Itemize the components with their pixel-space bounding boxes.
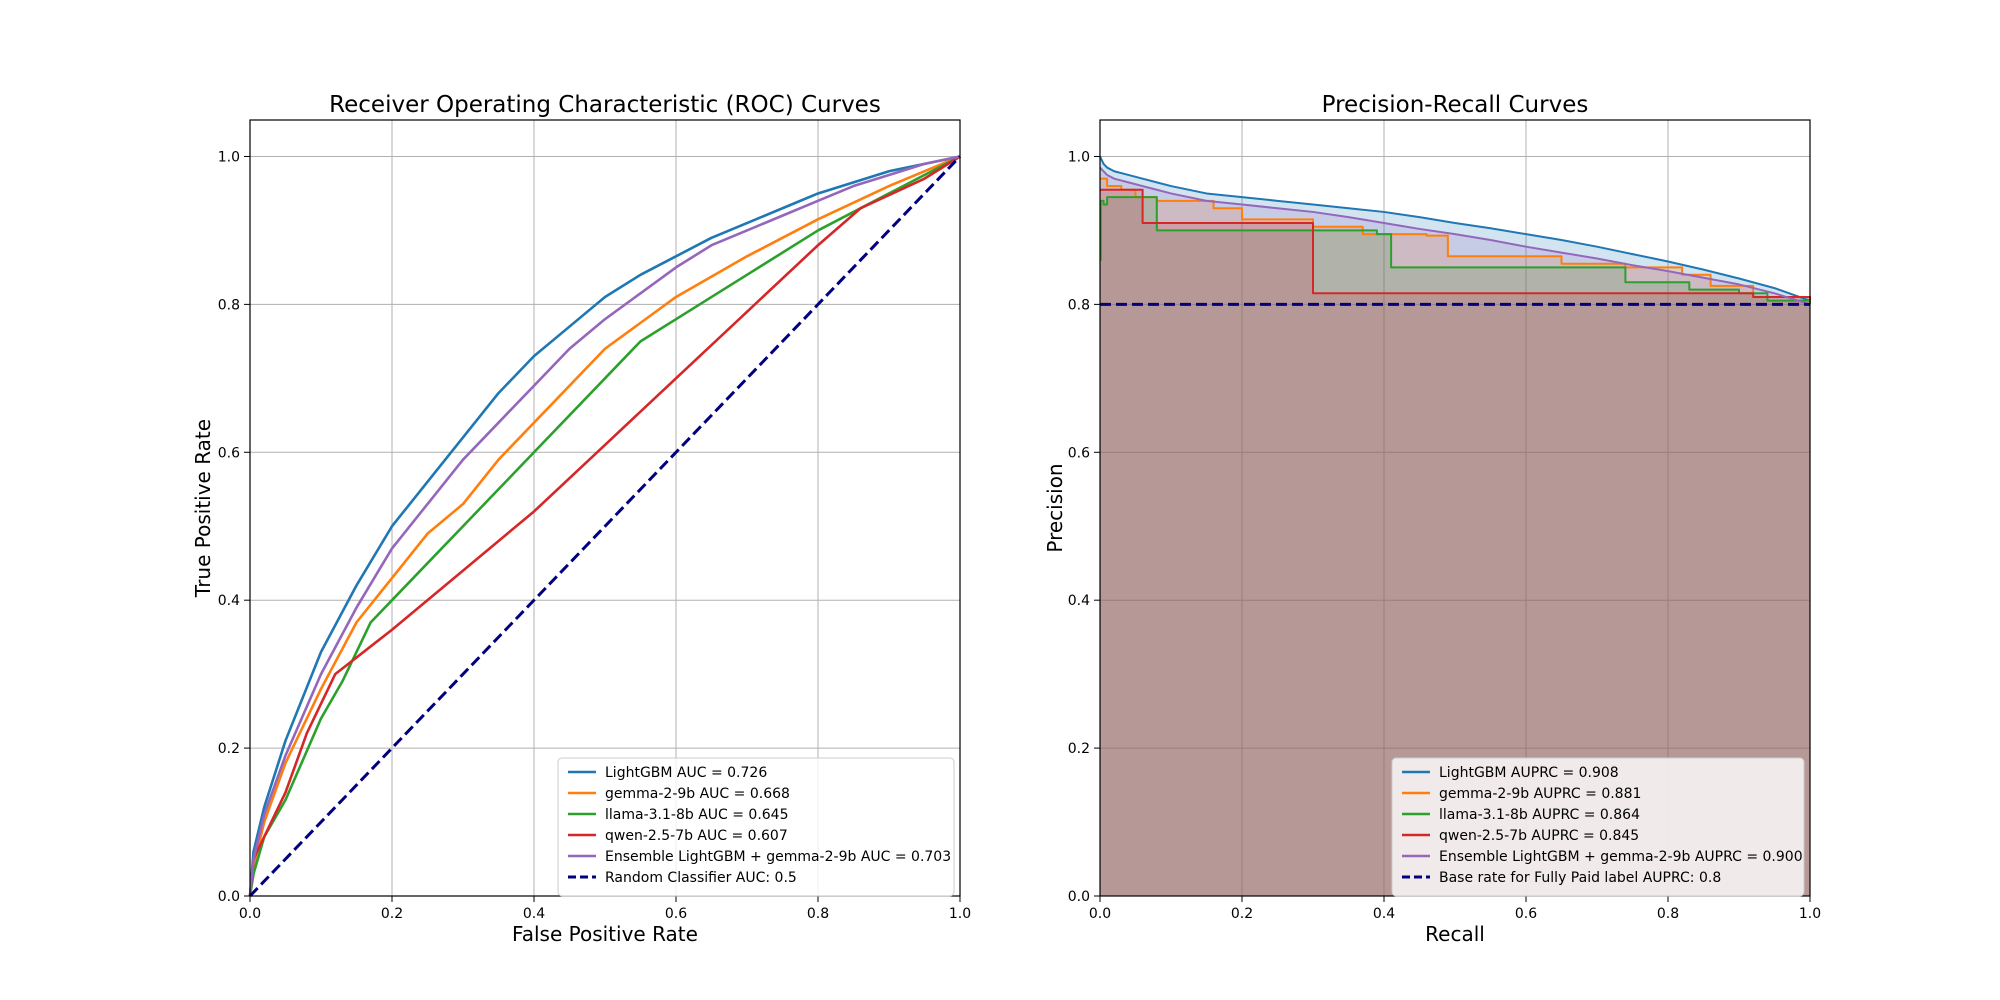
pr-xtick-label: 0.0 bbox=[1089, 906, 1111, 922]
roc-xtick-label: 0.2 bbox=[381, 906, 403, 922]
roc-xlabel: False Positive Rate bbox=[512, 922, 698, 946]
pr-legend-label: Ensemble LightGBM + gemma-2-9b AUPRC = 0… bbox=[1439, 849, 1803, 865]
pr-ticks: 0.0 0.2 0.4 0.6 0.8 1.0 0.0 0.2 0.4 0.6 0.8 1.0 bbox=[1068, 149, 1821, 922]
pr-ytick-label: 1.0 bbox=[1068, 149, 1090, 165]
pr-chart: 0.0 0.2 0.4 0.6 0.8 1.0 0.0 0.2 0.4 0.6 0.8 1.0 Pre… bbox=[1043, 92, 1821, 946]
roc-series-line bbox=[248, 155, 961, 897]
pr-ylabel: Precision bbox=[1043, 463, 1067, 552]
roc-ytick-label: 0.6 bbox=[218, 445, 240, 461]
pr-title: Precision-Recall Curves bbox=[1322, 92, 1589, 118]
roc-ytick-label: 0.4 bbox=[218, 593, 240, 609]
pr-xlabel: Recall bbox=[1425, 922, 1485, 946]
roc-legend-label: Random Classifier AUC: 0.5 bbox=[605, 870, 797, 886]
pr-legend: LightGBM AUPRC = 0.908 gemma-2-9b AUPRC =… bbox=[1391, 757, 1805, 897]
roc-ytick-label: 0.0 bbox=[218, 889, 240, 905]
pr-legend-label: LightGBM AUPRC = 0.908 bbox=[1439, 765, 1619, 781]
roc-ytick-label: 1.0 bbox=[218, 149, 240, 165]
pr-area-fill bbox=[1100, 189, 1810, 897]
roc-legend-box bbox=[557, 757, 955, 897]
roc-legend-label: gemma-2-9b AUC = 0.668 bbox=[605, 786, 790, 802]
pr-area-fill bbox=[1100, 197, 1810, 896]
pr-xtick-label: 0.8 bbox=[1657, 906, 1679, 922]
pr-series-line bbox=[1099, 156, 1811, 302]
roc-legend-label: Ensemble LightGBM + gemma-2-9b AUC = 0.7… bbox=[605, 849, 951, 865]
pr-xtick-label: 1.0 bbox=[1799, 906, 1821, 922]
pr-legend-box bbox=[1391, 757, 1805, 897]
roc-ytick-label: 0.2 bbox=[218, 741, 240, 757]
roc-xtick-label: 0.8 bbox=[807, 906, 829, 922]
roc-ytick-label: 0.8 bbox=[218, 297, 240, 313]
roc-legend: LightGBM AUC = 0.726 gemma-2-9b AUC = 0.6… bbox=[557, 757, 955, 897]
roc-series-line bbox=[248, 155, 961, 897]
roc-series-line bbox=[248, 155, 961, 897]
roc-xtick-label: 0.4 bbox=[523, 906, 545, 922]
pr-legend-label: gemma-2-9b AUPRC = 0.881 bbox=[1439, 786, 1641, 802]
roc-xtick-label: 1.0 bbox=[949, 906, 971, 922]
roc-chart: 0.0 0.2 0.4 0.6 0.8 1.0 0.0 0.2 0.4 0.6 0.8 1.0 Rec… bbox=[191, 92, 971, 946]
pr-xtick-label: 0.4 bbox=[1373, 906, 1395, 922]
roc-series-line bbox=[248, 155, 961, 897]
roc-series-line bbox=[248, 155, 961, 897]
pr-series-line bbox=[1099, 166, 1811, 306]
roc-legend-label: LightGBM AUC = 0.726 bbox=[605, 765, 767, 781]
pr-area-fill bbox=[1100, 167, 1810, 896]
roc-ticks: 0.0 0.2 0.4 0.6 0.8 1.0 0.0 0.2 0.4 0.6 0.8 1.0 bbox=[218, 149, 971, 922]
roc-lines bbox=[248, 155, 962, 898]
pr-series-line bbox=[1100, 188, 1811, 301]
pr-ytick-label: 0.2 bbox=[1068, 741, 1090, 757]
pr-lines bbox=[1099, 156, 1811, 306]
pr-ytick-label: 0.8 bbox=[1068, 297, 1090, 313]
roc-series-line bbox=[248, 155, 962, 898]
pr-ytick-label: 0.4 bbox=[1068, 593, 1090, 609]
pr-legend-label: llama-3.1-8b AUPRC = 0.864 bbox=[1439, 807, 1640, 823]
roc-legend-label: llama-3.1-8b AUC = 0.645 bbox=[605, 807, 789, 823]
roc-grid bbox=[249, 120, 961, 897]
pr-fills bbox=[1100, 156, 1810, 897]
roc-title: Receiver Operating Characteristic (ROC) … bbox=[329, 92, 881, 118]
pr-xtick-label: 0.2 bbox=[1231, 906, 1253, 922]
pr-area-fill bbox=[1100, 178, 1810, 896]
pr-xtick-label: 0.6 bbox=[1515, 906, 1537, 922]
roc-legend-label: qwen-2.5-7b AUC = 0.607 bbox=[605, 828, 788, 844]
pr-legend-label: qwen-2.5-7b AUPRC = 0.845 bbox=[1439, 828, 1639, 844]
pr-area-fill bbox=[1100, 156, 1810, 897]
roc-xtick-label: 0.0 bbox=[239, 906, 261, 922]
pr-ytick-label: 0.0 bbox=[1068, 889, 1090, 905]
roc-xtick-label: 0.6 bbox=[665, 906, 687, 922]
pr-ytick-label: 0.6 bbox=[1068, 445, 1090, 461]
pr-legend-label: Base rate for Fully Paid label AUPRC: 0.… bbox=[1439, 870, 1721, 886]
roc-ylabel: True Positive Rate bbox=[191, 419, 215, 598]
